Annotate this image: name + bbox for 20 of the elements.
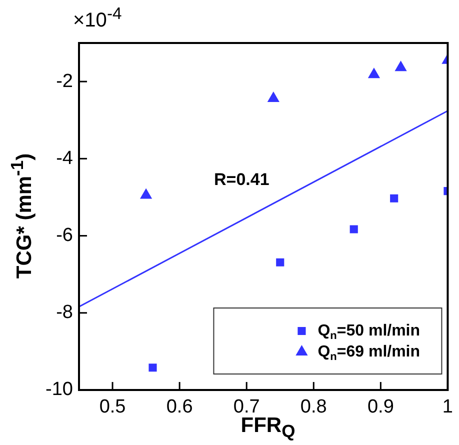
text: ×10$^{-4}$ — [73, 4, 122, 33]
y-tick-label: -10 — [46, 379, 73, 400]
point — [395, 61, 406, 72]
x-tick-label: 0.9 — [367, 396, 394, 418]
y-tick-label: -2 — [56, 70, 73, 92]
point — [276, 258, 284, 266]
y-tick-label: -6 — [56, 225, 73, 246]
annotation: R=0.41 — [214, 170, 270, 190]
point — [140, 188, 152, 199]
point — [268, 92, 280, 102]
point — [350, 225, 358, 234]
x-tick-label: 0.6 — [166, 396, 193, 418]
point — [390, 194, 398, 202]
point — [368, 68, 380, 78]
y-tick-label: -4 — [56, 148, 74, 169]
x-tick-label: 1 — [442, 396, 454, 418]
y-tick-label: -8 — [56, 302, 73, 324]
x-tick-label: 0.5 — [99, 396, 126, 418]
point — [148, 364, 157, 372]
x-tick-label: 0.8 — [300, 396, 327, 418]
